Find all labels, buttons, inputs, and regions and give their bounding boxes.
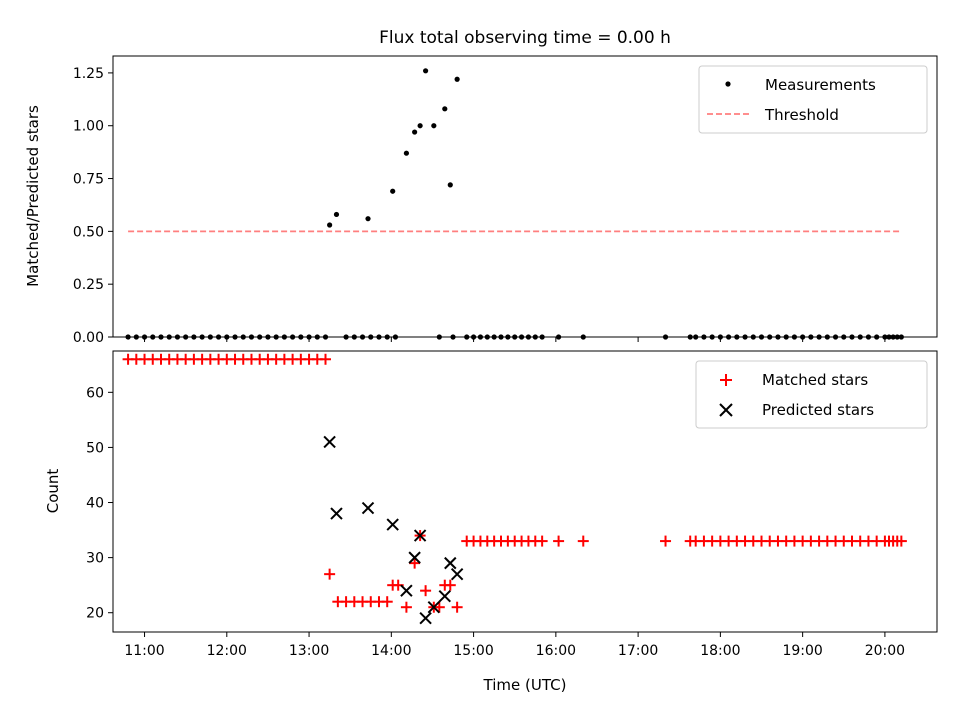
matched-stars-point (451, 601, 463, 613)
measurement-point (333, 211, 340, 218)
top-y-tick-label: 0.75 (73, 172, 104, 188)
top-legend-box (698, 65, 928, 134)
measurement-point (442, 106, 448, 112)
measurement-point (447, 182, 453, 188)
bottom-legend-box (695, 360, 928, 429)
matched-stars-point (444, 579, 456, 591)
measurement-point (412, 129, 418, 135)
measurement-point (390, 188, 396, 194)
measurement-point (365, 216, 371, 222)
bottom-axes: 20 30 40 50 60 11:00 12:00 13:00 14:00 15:00 16:00… (86, 385, 905, 659)
legend-predicted-label: Predicted stars (762, 401, 874, 419)
bottom-y-tick-label: 20 (86, 606, 104, 622)
matched-stars-point (400, 601, 412, 613)
matched-stars-point (553, 535, 565, 547)
predicted-stars-point (419, 612, 432, 625)
bottom-y-axis-label: Count (44, 469, 62, 514)
x-tick-label: 14:00 (371, 643, 411, 659)
matched-stars-point (433, 601, 445, 613)
x-tick-label: 11:00 (124, 643, 164, 659)
x-tick-label: 16:00 (536, 643, 576, 659)
x-tick-label: 19:00 (782, 643, 822, 659)
legend-threshold-label: Threshold (764, 106, 839, 124)
predicted-stars-point (450, 567, 464, 581)
matched-stars-point (420, 585, 432, 597)
measurement-point (417, 123, 423, 129)
predicted-stars-point (361, 501, 375, 515)
predicted-stars-point (408, 551, 421, 564)
x-tick-label: 18:00 (700, 643, 740, 659)
matched-stars-point (660, 535, 672, 547)
measurement-point (327, 222, 333, 228)
bottom-y-tick-label: 30 (86, 551, 104, 567)
legend-measurements-marker (725, 81, 731, 87)
top-y-tick-label: 1.25 (73, 66, 104, 82)
bottom-axes-frame (112, 350, 938, 633)
predicted-stars-point (330, 507, 343, 520)
predicted-stars-point (323, 435, 336, 449)
x-axis-label: Time (UTC) (483, 676, 567, 694)
predicted-stars-point (427, 600, 441, 614)
measurement-point (431, 123, 437, 129)
measurement-point (403, 150, 410, 156)
top-axes-frame (112, 55, 938, 338)
matched-stars-point (577, 535, 589, 547)
x-tick-label: 13:00 (289, 643, 329, 659)
top-y-tick-label: 0.25 (73, 277, 104, 293)
x-tick-label: 15:00 (453, 643, 493, 659)
bottom-y-tick-label: 60 (86, 385, 104, 401)
x-tick-label: 20:00 (865, 643, 905, 659)
matched-stars-point (895, 535, 907, 547)
top-legend: Measurements Threshold (698, 65, 928, 134)
legend-matched-label: Matched stars (762, 371, 868, 389)
bottom-legend: Matched stars Predicted stars (695, 360, 928, 429)
top-y-tick-label: 0.00 (73, 330, 104, 346)
legend-predicted-marker (719, 403, 733, 417)
matched-stars-point (324, 568, 336, 580)
top-y-tick-label: 1.00 (73, 119, 104, 135)
legend-matched-marker (720, 374, 732, 386)
bottom-y-tick-label: 40 (86, 496, 104, 512)
top-y-tick-label: 0.50 (73, 224, 104, 240)
predicted-stars-point (400, 584, 413, 597)
top-panel: 0.00 0.25 0.50 0.75 1.00 1.25 Matched/Predict… (24, 55, 938, 346)
chart-title: Flux total observing time = 0.00 h (379, 28, 671, 48)
top-y-axis-label: Matched/Predicted stars (24, 105, 42, 287)
matched-stars-point (409, 557, 421, 569)
measurement-point (454, 76, 460, 82)
x-tick-label: 12:00 (207, 643, 247, 659)
bottom-y-tick-label: 50 (86, 440, 104, 456)
predicted-stars-point (413, 529, 427, 542)
measurement-point (422, 68, 429, 74)
legend-measurements-label: Measurements (765, 76, 876, 94)
predicted-stars-point (386, 518, 399, 531)
matched-stars-point (536, 535, 548, 547)
matched-stars-point (381, 596, 393, 608)
x-tick-label: 17:00 (618, 643, 658, 659)
matched-stars-point (320, 353, 332, 365)
bottom-plot-area (122, 353, 907, 625)
predicted-stars-point (438, 589, 452, 603)
bottom-panel: 20 30 40 50 60 11:00 12:00 13:00 14:00 15:00 16:00… (44, 350, 938, 694)
predicted-stars-point (444, 556, 457, 570)
top-axes: 0.00 0.25 0.50 0.75 1.00 1.25 (73, 66, 886, 346)
